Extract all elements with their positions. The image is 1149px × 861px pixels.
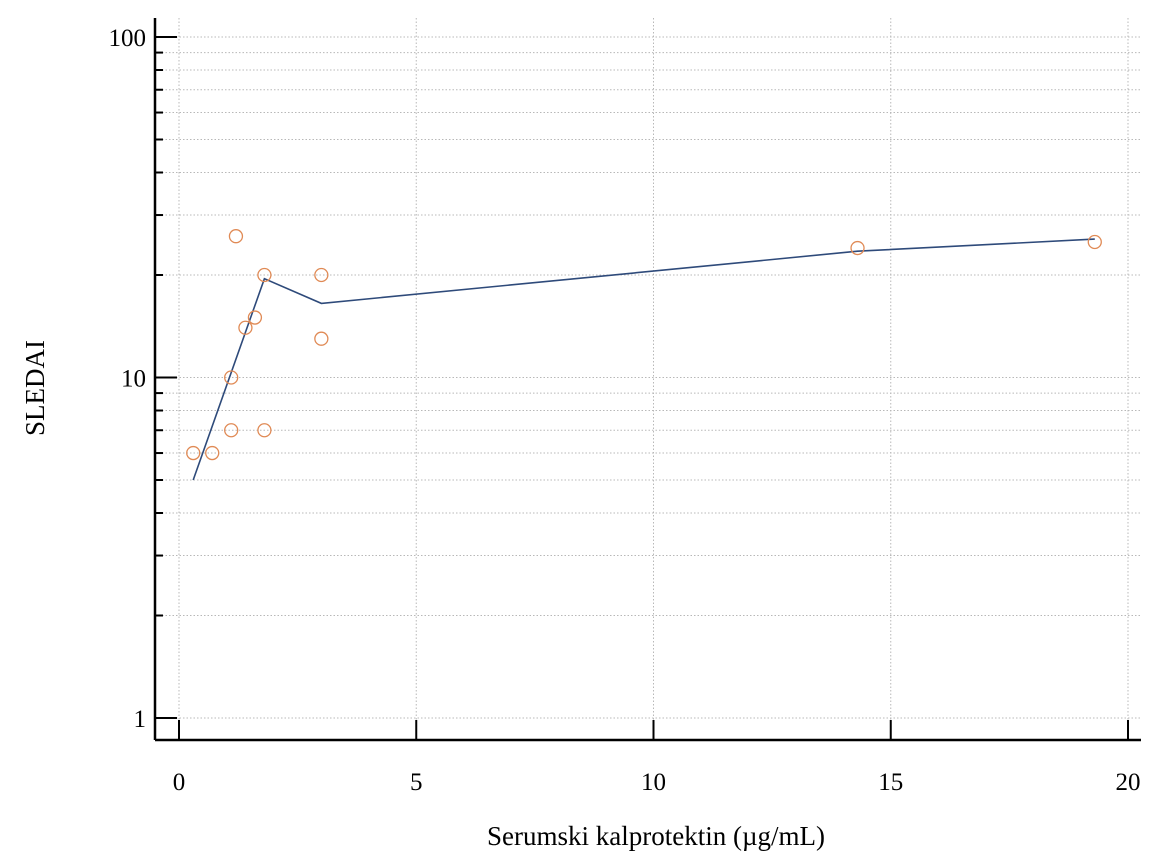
fit-line (192, 238, 1095, 481)
data-point (238, 320, 253, 335)
x-tick-label: 0 (173, 769, 186, 796)
x-tick-label: 10 (641, 769, 666, 796)
axes (153, 18, 1141, 742)
data-point (186, 445, 201, 461)
x-tick-label: 5 (410, 769, 423, 796)
data-point (257, 267, 272, 283)
y-tick-label: 100 (109, 25, 147, 52)
data-point (224, 423, 239, 438)
x-tick-label: 20 (1116, 769, 1141, 796)
y-tick-label: 1 (134, 706, 147, 733)
data-point (224, 370, 239, 385)
x-tick-label: 15 (878, 769, 903, 796)
data-point (247, 310, 263, 325)
data-point (314, 331, 329, 346)
tick-labels: 0 5 10 15 20 1 10 100 (109, 25, 1141, 796)
data-point (228, 229, 244, 244)
data-point (314, 267, 329, 283)
y-axis-title: SLEDAI (20, 340, 50, 436)
data-point (1087, 234, 1102, 250)
fit-line-layer (192, 238, 1095, 481)
data-points (186, 229, 1102, 461)
x-axis-title: Serumski kalprotektin (µg/mL) (487, 821, 825, 851)
data-point (850, 240, 865, 256)
data-point (257, 423, 272, 438)
data-point (205, 445, 220, 461)
grid-lines (155, 18, 1141, 740)
y-tick-label: 10 (121, 366, 146, 393)
